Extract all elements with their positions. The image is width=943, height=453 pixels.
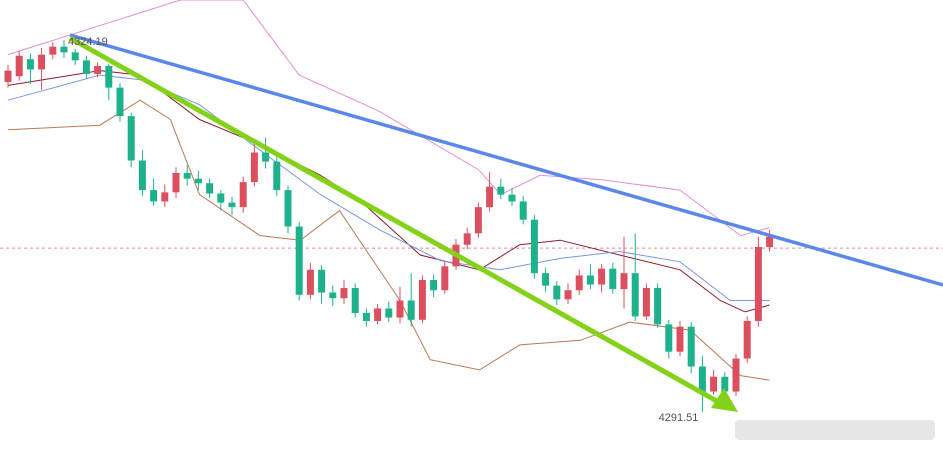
indicator-line [7,0,770,237]
candle-body [486,186,494,208]
candle-body [698,366,706,392]
candle-body [542,273,550,286]
candle-body [60,46,68,53]
indicator-line [7,99,770,381]
candle-body [284,190,292,227]
candle-body [138,160,146,191]
candle-body [519,201,527,220]
candle-body [71,52,79,61]
candle-body [385,308,393,318]
candle-body [396,300,404,318]
candle-body [654,287,662,325]
candle-body [82,60,90,74]
candle-body [631,273,639,317]
low-label: 4291.51 [659,412,699,424]
watermark-blur [735,420,935,440]
candle-body [172,173,180,193]
candle-body [732,358,740,392]
candle-body [228,202,236,208]
candle-body [329,292,337,299]
candle-body [508,194,516,202]
candle-body [94,66,102,74]
candle-body [306,269,314,295]
candle-body [262,152,270,162]
candle-body [441,266,449,291]
candle-body [318,269,326,293]
candle-body [38,54,46,70]
candle-body [430,279,438,291]
candle-body [295,226,303,295]
candle-body [15,55,23,77]
candle-body [116,87,124,117]
candle-body [553,285,561,300]
candle-body [161,192,169,202]
candle-body [721,376,729,392]
watermark [735,420,935,440]
candle-body [26,59,34,70]
candle-body [418,279,426,320]
candle-body [575,275,583,291]
candle-body [676,326,684,352]
candle-body [105,66,113,88]
candle-body [217,193,225,203]
candle-body [4,70,12,82]
candle-body [474,207,482,234]
candle-body [586,275,594,285]
candle-body [766,236,774,247]
candle-body [351,287,359,314]
candle-body [710,376,718,392]
candle-body [564,290,572,300]
candle-body [497,186,505,195]
candle-body [620,273,628,290]
candle-body [463,233,471,245]
candle-body [239,182,247,208]
candle-body [754,246,762,321]
candle-body [407,300,415,320]
candle-body [194,178,202,184]
candle-body [665,324,673,352]
candle-body [743,320,751,359]
candle-body [250,152,258,183]
candle-body [530,219,538,274]
labels: 4324.19 4291.51 [68,36,698,424]
candle-body [273,161,281,191]
candle-body [206,183,214,194]
candle-body [340,287,348,299]
candle-body [609,268,617,290]
candle-body [150,190,158,202]
candle-body [374,308,382,321]
candle-body [127,116,135,161]
candle-body [183,173,191,179]
trend-arrow [68,35,724,407]
trend-line [69,33,943,287]
candle-body [642,287,650,317]
candle-body [362,313,370,321]
candle-body [598,268,606,285]
candles [4,39,774,412]
arrow-head [711,388,738,412]
high-label: 4324.19 [68,36,108,48]
candle-body [687,326,695,367]
candle-body [49,46,57,55]
